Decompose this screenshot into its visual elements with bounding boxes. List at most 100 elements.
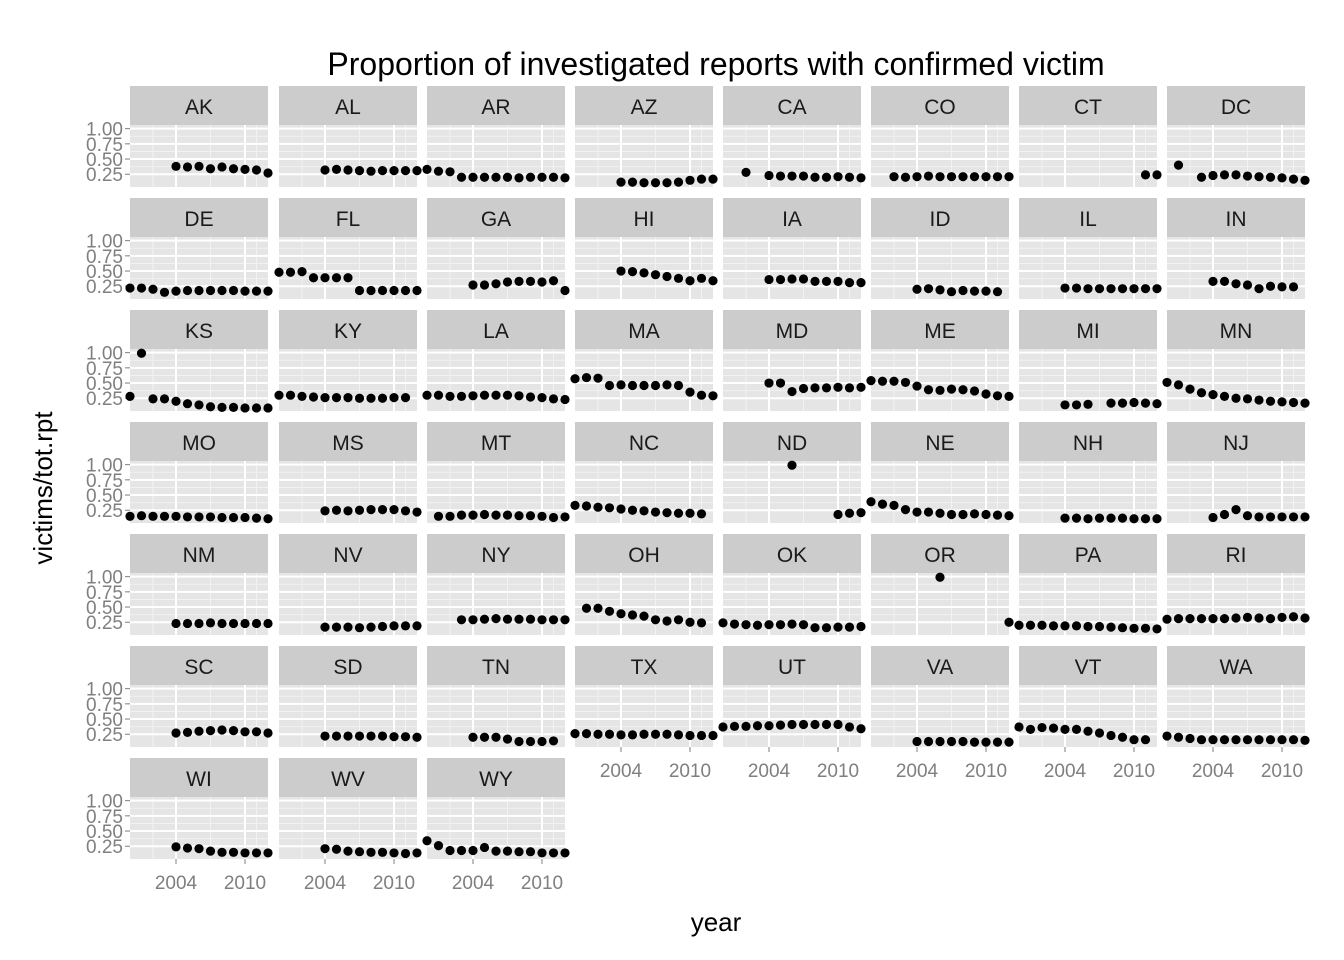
facet-strip xyxy=(427,534,565,573)
data-point xyxy=(787,719,797,730)
facet-strip-label: NY xyxy=(481,544,510,567)
data-point xyxy=(912,172,922,182)
data-point xyxy=(696,174,707,184)
facet-strip xyxy=(723,422,861,461)
data-point xyxy=(866,497,876,507)
data-point xyxy=(479,280,490,290)
data-point xyxy=(662,729,672,739)
facet-panel-oh: OH xyxy=(575,534,713,635)
data-point xyxy=(581,729,592,739)
data-point xyxy=(741,167,751,178)
data-point xyxy=(1208,613,1218,624)
data-point xyxy=(366,731,376,741)
data-point xyxy=(331,393,342,403)
facet-strip-label: WI xyxy=(186,768,212,791)
data-point xyxy=(1265,281,1276,291)
facet-strip xyxy=(1019,86,1157,125)
data-point xyxy=(1208,735,1218,745)
data-point xyxy=(1162,731,1172,741)
data-point xyxy=(537,511,547,521)
data-point xyxy=(1265,613,1276,624)
data-point xyxy=(194,726,204,736)
data-point xyxy=(205,164,216,174)
data-point xyxy=(798,719,809,730)
data-point xyxy=(877,499,888,509)
data-point xyxy=(856,173,866,183)
data-point xyxy=(650,507,661,517)
data-point xyxy=(354,165,365,176)
facet-strip-label: AK xyxy=(185,96,213,119)
data-point xyxy=(604,606,615,616)
data-point xyxy=(285,390,296,400)
facet-strip xyxy=(1019,534,1157,573)
data-point xyxy=(1196,613,1207,624)
data-point xyxy=(412,848,422,858)
data-point xyxy=(445,167,455,177)
data-point xyxy=(912,284,922,294)
data-point xyxy=(1037,620,1047,630)
facet-panel-ny: NY xyxy=(427,534,570,635)
data-point xyxy=(263,403,273,413)
x-tick-label: 2004 xyxy=(304,873,347,894)
data-point xyxy=(491,390,501,400)
data-point xyxy=(479,842,490,853)
data-point xyxy=(1254,613,1264,623)
data-point xyxy=(581,603,592,613)
data-point xyxy=(673,615,684,625)
data-point xyxy=(1288,512,1299,522)
y-tick-label: 0.75 xyxy=(86,807,123,828)
facet-panel-ne: NE xyxy=(866,422,1014,523)
facet-strip xyxy=(871,310,1009,349)
facet-strip xyxy=(871,198,1009,237)
data-point xyxy=(593,373,603,383)
data-point xyxy=(900,505,911,515)
data-point xyxy=(1208,389,1218,400)
facet-panel-nh: NH xyxy=(1019,422,1162,524)
y-tick-label: 0.75 xyxy=(86,247,123,268)
facet-strip xyxy=(279,86,417,125)
facet-strip xyxy=(575,534,713,573)
data-point xyxy=(479,390,490,400)
data-point xyxy=(821,383,832,393)
facet-panel-ky: KY xyxy=(274,310,417,411)
data-point xyxy=(1265,512,1276,522)
data-point xyxy=(981,389,991,399)
data-point xyxy=(1208,276,1218,286)
facet-panel-ut: UT 2004 2010 xyxy=(718,646,866,782)
facet-strip-label: MS xyxy=(332,432,364,455)
data-point xyxy=(946,736,957,747)
data-point xyxy=(433,841,444,851)
facet-strip-label: UT xyxy=(778,656,806,679)
data-point xyxy=(343,846,353,856)
data-point xyxy=(650,380,661,391)
facet-strip-label: NM xyxy=(183,544,216,567)
data-point xyxy=(923,284,934,294)
data-point xyxy=(468,732,478,742)
data-point xyxy=(400,848,411,859)
data-point xyxy=(627,267,638,277)
y-tick-label: 0.25 xyxy=(86,277,123,298)
facet-strip-label: PA xyxy=(1075,544,1101,567)
data-point xyxy=(456,615,467,625)
facet-strip-label: NE xyxy=(925,432,954,455)
facet-strip-label: SC xyxy=(184,656,213,679)
data-point xyxy=(205,512,216,522)
facet-strip xyxy=(1167,646,1305,685)
data-point xyxy=(1048,621,1059,631)
data-point xyxy=(331,844,342,854)
data-point xyxy=(171,161,181,171)
data-point xyxy=(548,736,559,746)
data-point xyxy=(1060,513,1070,523)
data-point xyxy=(593,502,603,512)
data-point xyxy=(1265,172,1276,182)
data-point xyxy=(1231,735,1241,745)
data-point xyxy=(1071,400,1082,410)
data-point xyxy=(240,848,250,858)
facet-strip-label: AL xyxy=(335,96,361,119)
data-point xyxy=(1162,614,1172,624)
x-tick-label: 2004 xyxy=(896,761,939,782)
facet-strip-label: VT xyxy=(1075,656,1102,679)
data-point xyxy=(1173,380,1184,390)
data-point xyxy=(787,460,797,470)
facet-strip xyxy=(427,758,565,797)
